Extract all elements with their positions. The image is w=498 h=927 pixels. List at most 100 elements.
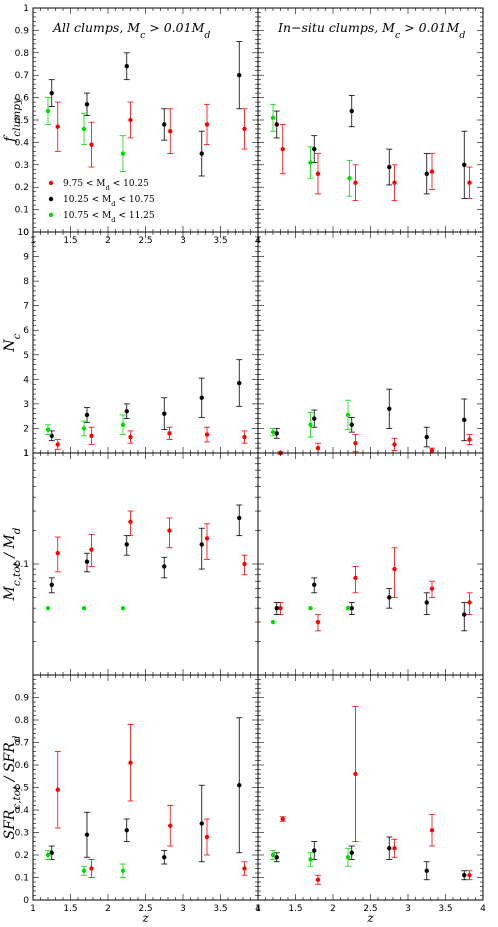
data-point (89, 547, 94, 552)
panel-title: In−situ clumps, Mc > 0.01Md (277, 20, 465, 41)
panel-0-1: In−situ clumps, Mc > 0.01Md (257, 7, 484, 233)
series-2 (270, 399, 351, 438)
data-point (467, 600, 472, 605)
data-point (81, 605, 87, 611)
y-tick-label: 0.5 (15, 116, 29, 126)
panel-3-0: 0 0.1 0.2 0.3 0.4 0.5 0.6 0.7 0.8 0.9 1 1.5 2 2.5 3 3.5… (2, 674, 261, 925)
data-point (237, 380, 242, 386)
data-point (84, 832, 90, 837)
legend-entry: 9.75 < Md < 10.25 (63, 179, 149, 192)
data-point (81, 426, 87, 431)
y-tick-label: 10 (18, 228, 30, 238)
data-point (274, 855, 279, 860)
x-tick-label: 2.5 (138, 236, 152, 246)
x-tick-label: 3.5 (438, 904, 452, 914)
x-tick-label: 4 (255, 904, 261, 914)
y-tick-label: 0.6 (15, 761, 30, 771)
data-point (424, 171, 429, 176)
y-tick-label: 5 (23, 351, 29, 361)
y-axis-label: fclumpy (2, 97, 23, 143)
data-point (462, 162, 467, 167)
series-0 (277, 434, 473, 456)
data-point (429, 448, 435, 453)
panel-frame (257, 674, 484, 901)
data-point (237, 783, 242, 788)
y-tick-label: 1 (23, 4, 29, 14)
data-point (242, 866, 247, 871)
data-point (199, 395, 204, 400)
data-point (242, 561, 247, 567)
data-point (387, 595, 392, 600)
x-axis-label: z (141, 911, 149, 925)
legend-marker (48, 180, 54, 186)
x-tick-label: 1 (255, 904, 261, 914)
data-point (89, 433, 94, 439)
data-point (424, 434, 429, 440)
data-point (237, 515, 242, 521)
series-0 (279, 706, 473, 885)
data-point (204, 536, 210, 541)
data-point (312, 582, 317, 587)
data-point (387, 406, 392, 411)
data-point (270, 619, 276, 625)
series-2 (45, 605, 126, 611)
x-tick-label: 2 (330, 904, 336, 914)
series-1 (273, 577, 468, 632)
data-point (168, 823, 173, 828)
series-1 (48, 41, 243, 177)
y-tick-label: 7 (23, 302, 29, 312)
data-point (162, 564, 167, 569)
legend-marker (48, 196, 54, 202)
data-point (462, 873, 467, 878)
data-point (120, 151, 126, 156)
series-0 (54, 510, 248, 576)
series-2 (270, 605, 351, 625)
y-tick-label: 3 (23, 400, 29, 410)
data-point (199, 821, 204, 826)
data-point (424, 868, 429, 873)
data-point (55, 442, 60, 447)
data-point (315, 619, 321, 625)
series-1 (48, 359, 243, 442)
panel-frame (32, 231, 259, 454)
data-point (315, 171, 321, 176)
data-point (462, 417, 467, 423)
y-tick-label: 0.8 (15, 49, 30, 59)
data-point (280, 816, 285, 822)
x-tick-label: 2 (105, 236, 111, 246)
data-point (312, 848, 317, 853)
data-point (467, 873, 472, 878)
y-tick-label: 4 (23, 375, 29, 385)
y-tick-label: 1 (23, 449, 29, 459)
data-point (429, 828, 435, 833)
legend: 9.75 < Md < 10.25 10.25 < Md < 10.75 10.75… (48, 179, 155, 224)
y-tick-label: 0.2 (15, 183, 29, 193)
series-2 (45, 414, 126, 437)
data-point (349, 108, 354, 114)
data-point (392, 846, 397, 851)
data-point (387, 846, 392, 851)
data-point (278, 605, 283, 611)
series-1 (48, 504, 243, 594)
data-point (347, 176, 352, 181)
legend-entry: 10.75 < Md < 11.25 (63, 211, 155, 224)
data-point (429, 169, 435, 174)
data-point (270, 429, 276, 435)
data-point (345, 605, 351, 611)
y-tick-label: 0.5 (15, 784, 29, 794)
data-point (353, 771, 358, 777)
data-point (204, 122, 210, 127)
data-point (308, 422, 313, 427)
data-point (315, 877, 321, 882)
data-point (128, 760, 133, 765)
panel-frame (257, 231, 484, 454)
data-point (462, 612, 467, 617)
panel-frame (257, 452, 484, 676)
data-point (120, 605, 126, 611)
data-point (349, 850, 354, 855)
x-tick-label: 2.5 (138, 904, 152, 914)
series-1 (273, 836, 468, 881)
data-point (128, 519, 133, 524)
data-point (89, 142, 94, 147)
panel-3-1: 1 1.5 2 2.5 3 3.5 4 z (255, 674, 486, 925)
